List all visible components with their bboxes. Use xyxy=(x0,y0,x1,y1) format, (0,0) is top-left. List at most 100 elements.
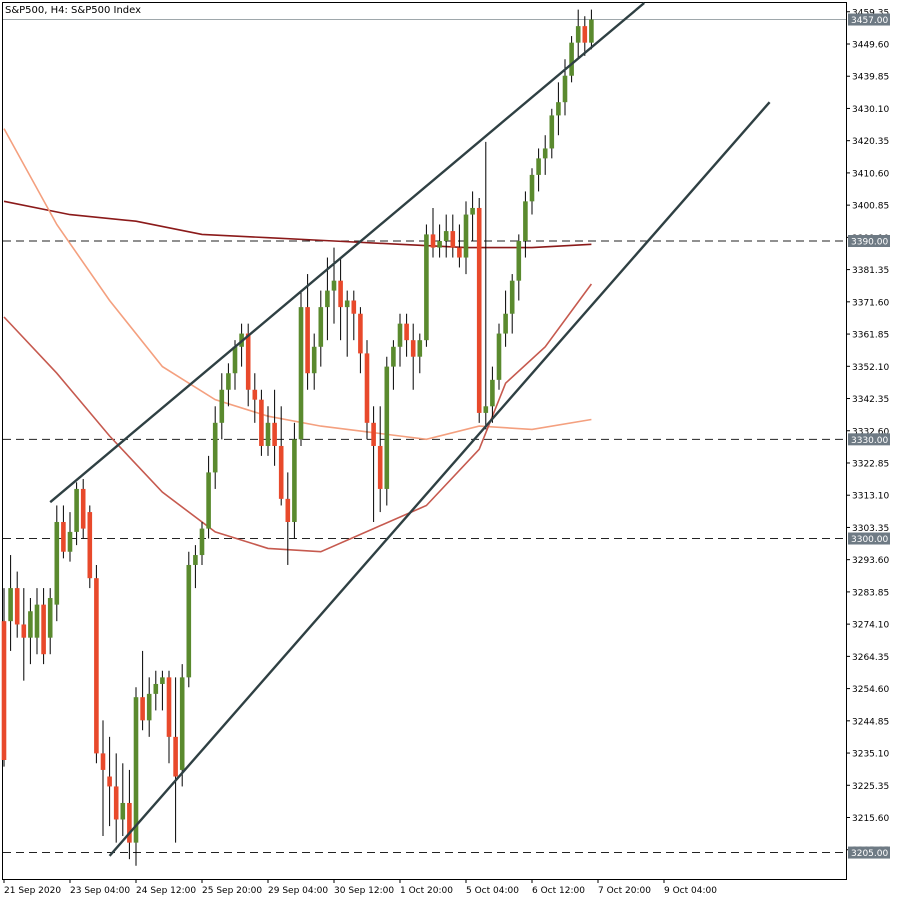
candle xyxy=(351,290,357,341)
candle xyxy=(272,389,277,466)
candle xyxy=(450,214,456,258)
candle xyxy=(41,588,46,665)
candle xyxy=(318,290,324,367)
y-tick-label: 3244.85 xyxy=(852,717,889,727)
candle-body-bull xyxy=(417,340,423,357)
chart-title: S&P500, H4: S&P500 Index xyxy=(5,5,141,16)
candle xyxy=(252,373,258,423)
candle-body-bull xyxy=(74,488,79,532)
y-tick-label: 3400.85 xyxy=(852,202,889,212)
candle xyxy=(404,313,409,357)
candle-body-bear xyxy=(377,445,383,489)
candle xyxy=(186,551,192,688)
candle xyxy=(496,323,502,390)
candle xyxy=(160,670,165,711)
x-tick-label: 30 Sep 12:00 xyxy=(334,886,394,896)
candle xyxy=(536,148,541,192)
x-tick-label: 1 Oct 20:00 xyxy=(400,886,453,896)
candle-body-bear xyxy=(371,422,376,446)
candle xyxy=(140,650,145,731)
candle-body-bull xyxy=(463,214,469,258)
price-badge-bg xyxy=(848,13,890,26)
candle-body-bull xyxy=(331,280,337,291)
candle xyxy=(87,505,93,589)
candle-body-bull xyxy=(470,207,475,215)
candle-body-bear xyxy=(166,677,172,737)
candle xyxy=(133,687,139,866)
x-axis: 21 Sep 2020 23 Sep 04:00 24 Sep 12:00 25 Se… xyxy=(3,879,717,896)
price-badge-bg xyxy=(848,532,890,545)
price-badge: 3390.00 xyxy=(848,235,890,248)
y-tick-label: 3439.85 xyxy=(852,73,889,83)
candle-body-bull xyxy=(206,472,211,529)
candle xyxy=(285,472,291,565)
candle-body-bull xyxy=(496,333,502,380)
y-tick-label: 3322.85 xyxy=(852,459,889,469)
candle xyxy=(80,479,86,539)
candle xyxy=(437,224,442,258)
candle-body-bear xyxy=(457,247,462,258)
candle-body-bear xyxy=(14,588,20,625)
y-tick-label: 3459.35 xyxy=(852,8,889,18)
candle-body-bear xyxy=(87,512,93,579)
candle-body-bear xyxy=(285,498,291,522)
candle xyxy=(391,340,396,390)
candle xyxy=(127,769,132,860)
candle-body-bull xyxy=(424,234,429,341)
candle xyxy=(245,323,251,407)
x-tick-label: 5 Oct 04:00 xyxy=(466,886,519,896)
candle xyxy=(259,389,264,456)
candle-body-bull xyxy=(133,697,139,843)
x-tick-label: 29 Sep 04:00 xyxy=(268,886,328,896)
candle xyxy=(556,82,561,136)
candle xyxy=(569,36,574,83)
candle xyxy=(67,512,73,562)
candle xyxy=(377,406,383,513)
candle-body-bear xyxy=(305,307,310,374)
candle xyxy=(173,677,178,843)
y-tick-label: 3264.35 xyxy=(852,653,889,663)
candle xyxy=(265,406,271,456)
candle-body-bear xyxy=(430,234,436,248)
candle xyxy=(199,521,205,565)
candle-body-bear xyxy=(80,488,86,529)
candle-body-bear xyxy=(41,604,46,655)
candle xyxy=(305,274,310,390)
candle-body-bear xyxy=(94,578,99,754)
candle-body-bull xyxy=(325,290,330,308)
candle-body-bull xyxy=(186,564,192,678)
candle-body-bull xyxy=(318,307,324,347)
candle-body-bull xyxy=(28,611,33,638)
candle xyxy=(344,290,350,357)
candle-body-bull xyxy=(523,201,528,242)
candle-body-bull xyxy=(120,802,126,820)
candle xyxy=(417,333,423,374)
y-tick-label: 3225.35 xyxy=(852,782,889,792)
candle xyxy=(14,571,20,638)
candle xyxy=(226,363,231,407)
candle xyxy=(113,753,119,843)
candle xyxy=(219,373,225,440)
candle-body-bear xyxy=(107,776,112,787)
candle xyxy=(193,545,198,589)
candle-body-bear xyxy=(272,422,277,446)
y-tick-label: 3430.10 xyxy=(852,105,889,115)
candle-body-bull xyxy=(219,389,225,423)
candle-body-bull xyxy=(265,422,271,446)
candle xyxy=(94,564,99,764)
candle-body-bull xyxy=(193,555,198,565)
candle-body-bull xyxy=(562,75,568,103)
candle-body-bear xyxy=(351,300,357,314)
candle-body-bear xyxy=(338,280,343,308)
x-tick-label: 25 Sep 20:00 xyxy=(202,886,262,896)
candle-body-bull xyxy=(397,323,403,347)
candle-body-bull xyxy=(483,406,489,413)
y-tick-label: 3254.60 xyxy=(852,685,889,695)
price-badge-bg xyxy=(848,433,890,446)
moving-averages xyxy=(3,128,593,553)
candle xyxy=(146,677,152,737)
x-tick-label: 7 Oct 20:00 xyxy=(598,886,651,896)
candle xyxy=(311,333,317,390)
